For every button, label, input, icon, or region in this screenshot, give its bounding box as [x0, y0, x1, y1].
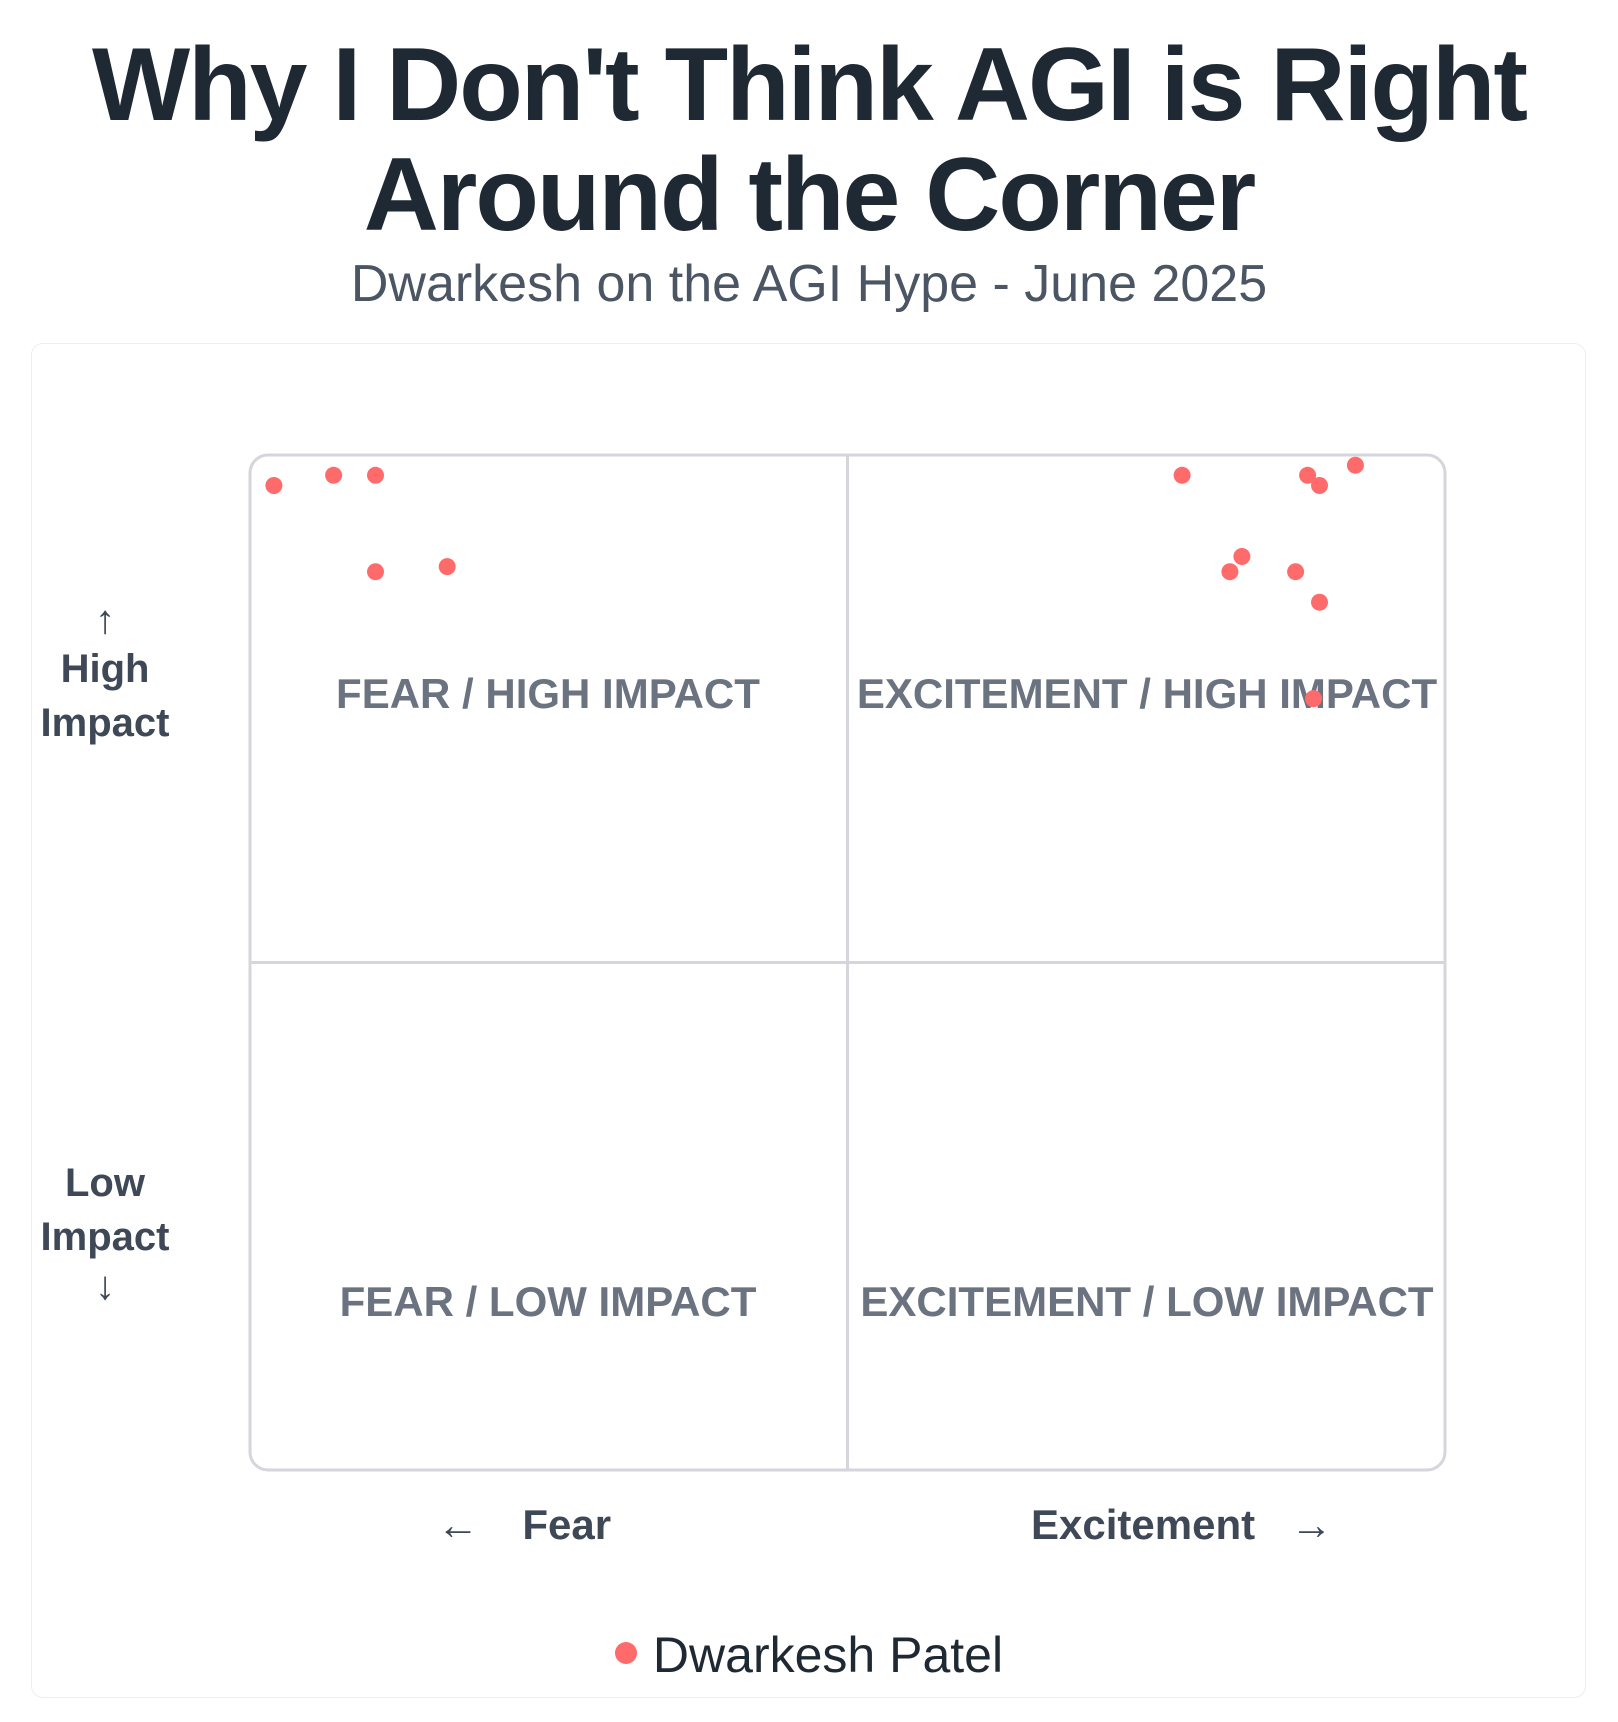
up-arrow-icon: ↑ [95, 598, 115, 642]
data-point-11 [1221, 563, 1239, 581]
data-point-1 [265, 477, 283, 494]
chart-subtitle: Dwarkesh on the AGI Hype - June 2025 [350, 255, 1268, 313]
y-axis-high-line-1: High [60, 647, 150, 691]
x-axis-fear-text: Fear [522, 1501, 612, 1548]
y-axis-low-line-1: Low [65, 1161, 145, 1205]
data-point-4 [367, 563, 384, 581]
quadrant-label-fear-high-impact: FEAR / HIGH IMPACT [336, 670, 760, 717]
y-axis-high-line-2: Impact [40, 701, 170, 745]
legend-series-name: Dwarkesh Patel [652, 1627, 1004, 1683]
data-point-2 [325, 466, 343, 484]
chart-card [31, 343, 1586, 1698]
data-point-7 [1299, 466, 1317, 484]
y-axis-high-impact-label: ↑ High Impact [30, 598, 180, 750]
legend-marker-icon [614, 1641, 637, 1664]
x-axis-excitement-label: Excitement → [1031, 1500, 1332, 1550]
y-axis-low-impact-label: Low Impact ↓ [30, 1156, 180, 1308]
right-arrow-icon: → [1290, 1501, 1333, 1548]
data-points [265, 456, 1364, 708]
data-point-12 [1287, 563, 1305, 581]
data-point-9 [1346, 456, 1364, 474]
quadrant-label-excitement-low-impact: EXCITEMENT / LOW IMPACT [860, 1278, 1434, 1325]
x-axis-fear-label: ← Fear [437, 1500, 611, 1550]
data-point-14 [1305, 690, 1322, 708]
data-point-5 [438, 558, 456, 576]
legend: Dwarkesh Patel [0, 1625, 1618, 1685]
chart-title-line-1: Why I Don't Think AGI is Right [91, 27, 1528, 143]
x-axis-excitement-text: Excitement [1031, 1501, 1256, 1548]
down-arrow-icon: ↓ [95, 1264, 115, 1308]
data-point-3 [367, 466, 384, 484]
left-arrow-icon: ← [437, 1501, 479, 1548]
data-point-10 [1233, 548, 1251, 565]
data-point-6 [1173, 466, 1191, 484]
chart-title: Why I Don't Think AGI is Right Around th… [0, 30, 1618, 250]
quadrant-label-fear-low-impact: FEAR / LOW IMPACT [340, 1278, 757, 1325]
data-point-8 [1311, 477, 1328, 494]
data-point-13 [1311, 593, 1328, 611]
y-axis-low-line-2: Impact [40, 1215, 170, 1259]
chart-title-line-2: Around the Corner [363, 137, 1256, 253]
quadrant-label-excitement-high-impact: EXCITEMENT / HIGH IMPACT [857, 670, 1438, 717]
